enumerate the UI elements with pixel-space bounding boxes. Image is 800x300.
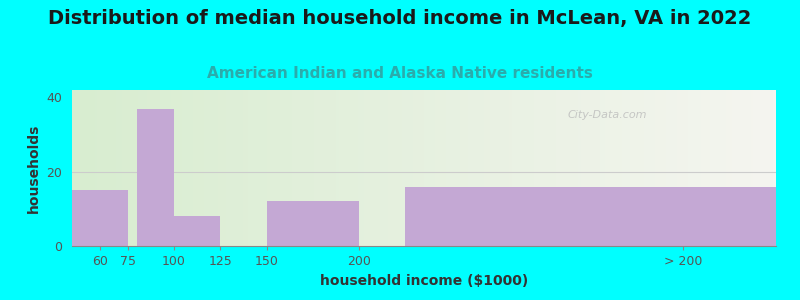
X-axis label: household income ($1000): household income ($1000) [320,274,528,288]
Bar [174,216,220,246]
Bar [137,109,174,246]
Bar [72,190,127,246]
Text: Distribution of median household income in McLean, VA in 2022: Distribution of median household income … [48,9,752,28]
Bar [406,187,776,246]
Y-axis label: households: households [27,123,41,213]
Text: City-Data.com: City-Data.com [567,110,646,120]
Text: American Indian and Alaska Native residents: American Indian and Alaska Native reside… [207,66,593,81]
Bar [266,201,359,246]
